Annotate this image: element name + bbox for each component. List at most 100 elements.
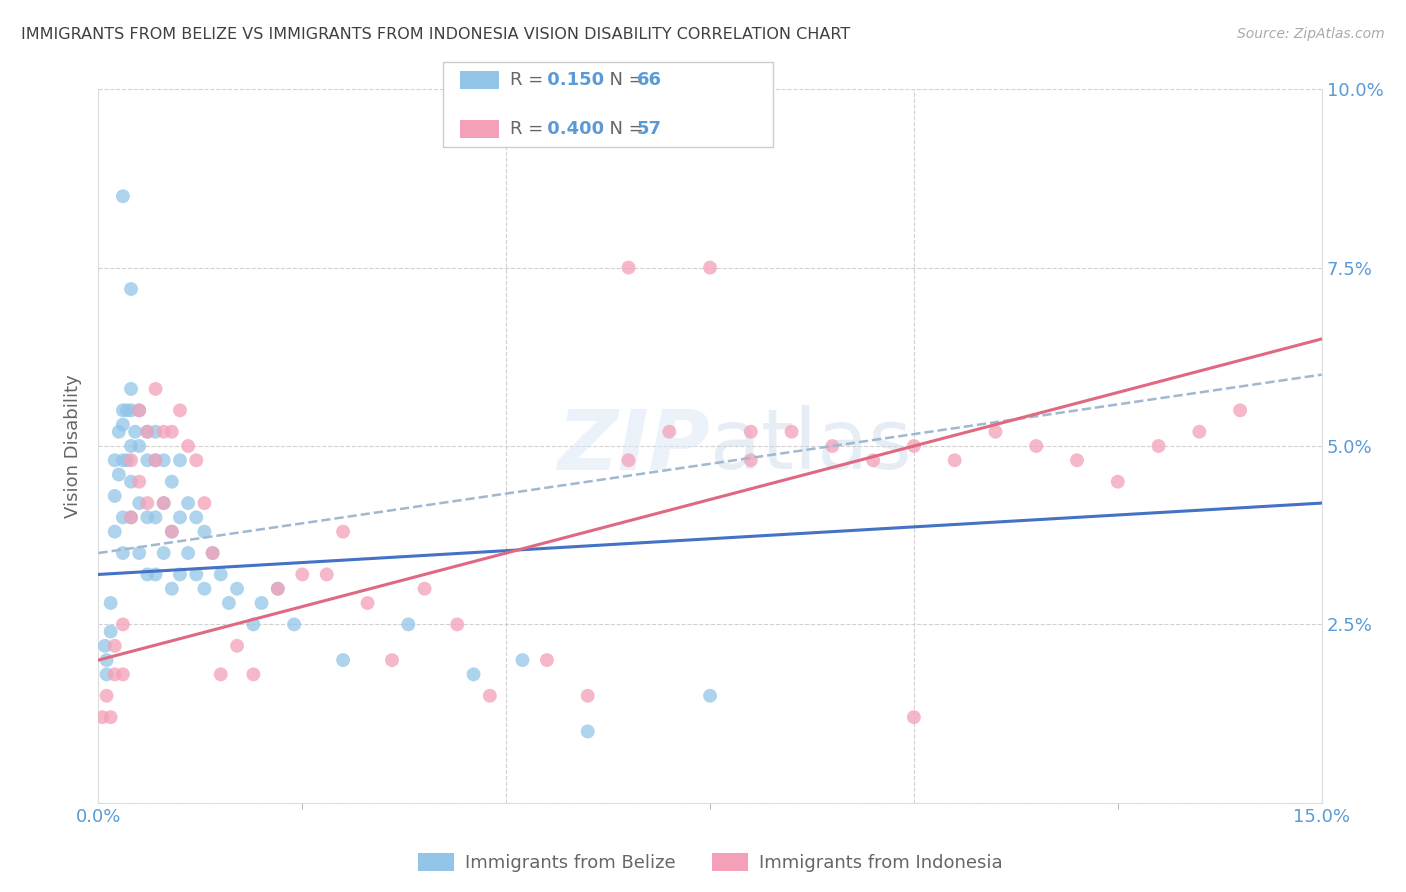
Point	[152, 425, 174, 439]
Point	[186, 567, 208, 582]
Point	[413, 582, 436, 596]
Point	[169, 453, 191, 467]
Point	[104, 639, 127, 653]
Point	[446, 617, 468, 632]
Point	[128, 403, 150, 417]
Point	[512, 653, 534, 667]
Point	[104, 489, 127, 503]
Point	[576, 724, 599, 739]
Point	[152, 496, 174, 510]
Point	[115, 403, 138, 417]
Point	[315, 567, 337, 582]
Point	[186, 510, 208, 524]
Point	[128, 496, 150, 510]
Point	[152, 496, 174, 510]
Point	[100, 710, 122, 724]
Point	[903, 710, 925, 724]
Point	[111, 510, 134, 524]
Text: 0.150: 0.150	[541, 71, 605, 89]
Point	[169, 510, 191, 524]
Point	[617, 453, 640, 467]
Point	[111, 403, 134, 417]
Point	[120, 510, 142, 524]
Point	[124, 425, 146, 439]
Point	[100, 624, 122, 639]
Point	[1066, 453, 1088, 467]
Point	[104, 667, 127, 681]
Point	[177, 546, 200, 560]
Point	[699, 260, 721, 275]
Point	[152, 546, 174, 560]
Legend: Immigrants from Belize, Immigrants from Indonesia: Immigrants from Belize, Immigrants from …	[411, 846, 1010, 880]
Point	[160, 524, 183, 539]
Point	[903, 439, 925, 453]
Text: R =: R =	[510, 120, 550, 138]
Point	[242, 667, 264, 681]
Point	[111, 417, 134, 432]
Point	[291, 567, 314, 582]
Point	[226, 582, 249, 596]
Point	[91, 710, 114, 724]
Point	[177, 496, 200, 510]
Point	[120, 510, 142, 524]
Point	[120, 475, 142, 489]
Text: R =: R =	[510, 71, 550, 89]
Text: atlas: atlas	[710, 406, 911, 486]
Point	[120, 403, 142, 417]
Point	[120, 282, 142, 296]
Point	[152, 453, 174, 467]
Point	[104, 524, 127, 539]
Point	[1025, 439, 1047, 453]
Point	[740, 425, 762, 439]
Point	[111, 189, 134, 203]
Point	[96, 667, 118, 681]
Point	[160, 475, 183, 489]
Point	[267, 582, 290, 596]
Point	[169, 403, 191, 417]
Point	[242, 617, 264, 632]
Point	[209, 667, 232, 681]
Point	[169, 567, 191, 582]
Point	[145, 453, 167, 467]
Point	[145, 510, 167, 524]
Point	[136, 567, 159, 582]
Point	[943, 453, 966, 467]
Point	[862, 453, 884, 467]
Text: 66: 66	[637, 71, 662, 89]
Point	[576, 689, 599, 703]
Point	[160, 425, 183, 439]
Text: 0.400: 0.400	[541, 120, 605, 138]
Point	[226, 639, 249, 653]
Point	[128, 546, 150, 560]
Point	[160, 582, 183, 596]
Point	[740, 453, 762, 467]
Point	[356, 596, 378, 610]
Point	[111, 546, 134, 560]
Point	[96, 689, 118, 703]
Point	[94, 639, 117, 653]
Point	[699, 689, 721, 703]
Y-axis label: Vision Disability: Vision Disability	[65, 374, 83, 518]
Point	[108, 467, 131, 482]
Point	[617, 260, 640, 275]
Point	[145, 425, 167, 439]
Point	[128, 439, 150, 453]
Text: IMMIGRANTS FROM BELIZE VS IMMIGRANTS FROM INDONESIA VISION DISABILITY CORRELATIO: IMMIGRANTS FROM BELIZE VS IMMIGRANTS FRO…	[21, 27, 851, 42]
Point	[108, 425, 131, 439]
Point	[136, 496, 159, 510]
Point	[250, 596, 273, 610]
Point	[96, 653, 118, 667]
Point	[984, 425, 1007, 439]
Point	[332, 524, 354, 539]
Point	[193, 524, 215, 539]
Point	[145, 453, 167, 467]
Point	[218, 596, 240, 610]
Point	[136, 453, 159, 467]
Point	[780, 425, 803, 439]
Point	[658, 425, 681, 439]
Text: N =: N =	[598, 120, 650, 138]
Point	[111, 667, 134, 681]
Point	[120, 453, 142, 467]
Point	[177, 439, 200, 453]
Point	[283, 617, 305, 632]
